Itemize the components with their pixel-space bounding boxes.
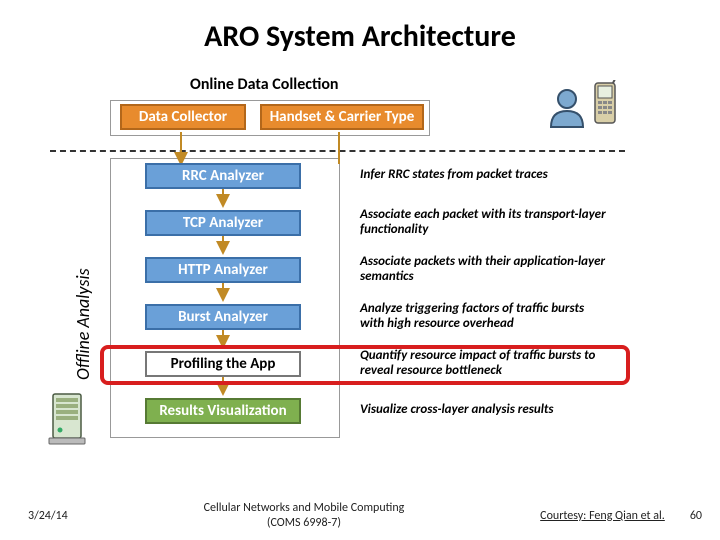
arrow-line <box>180 132 182 154</box>
analyzer-desc: Infer RRC states from packet traces <box>360 168 610 183</box>
data-collector-box: Data Collector <box>120 104 246 130</box>
footer-course: Cellular Networks and Mobile Computing(C… <box>68 501 540 530</box>
analyzer-box: TCP Analyzer <box>145 210 301 236</box>
online-label: Online Data Collection <box>190 75 339 94</box>
analyzer-box: RRC Analyzer <box>145 163 301 189</box>
architecture-diagram: Online Data Collection Data Collector Ha… <box>50 70 690 490</box>
arrow-line <box>338 132 340 154</box>
server-icon <box>45 390 93 450</box>
arrow-head <box>216 288 230 302</box>
analyzer-desc: Visualize cross-layer analysis results <box>360 403 610 418</box>
highlight-box <box>100 345 630 385</box>
arrow-head <box>216 241 230 255</box>
slide-title: ARO System Architecture <box>0 0 720 55</box>
footer-courtesy: Courtesy: Feng Qian et al. <box>540 509 665 523</box>
analyzer-box: Burst Analyzer <box>145 304 301 330</box>
analyzer-desc: Analyze triggering factors of traffic bu… <box>360 302 610 332</box>
arrow-head <box>216 194 230 208</box>
slide-footer: 3/24/14 Cellular Networks and Mobile Com… <box>0 501 720 530</box>
offline-label: Offline Analysis <box>72 268 94 380</box>
analyzer-box: Results Visualization <box>145 398 301 424</box>
analyzer-desc: Associate each packet with its transport… <box>360 208 610 238</box>
analyzer-desc: Associate packets with their application… <box>360 255 610 285</box>
user-icon <box>545 85 589 129</box>
footer-page: 60 <box>690 509 702 523</box>
handset-box: Handset & Carrier Type <box>260 104 424 130</box>
footer-date: 3/24/14 <box>28 509 68 523</box>
analyzer-box: HTTP Analyzer <box>145 257 301 283</box>
arrow-line <box>338 154 340 164</box>
phone-icon <box>592 80 618 126</box>
